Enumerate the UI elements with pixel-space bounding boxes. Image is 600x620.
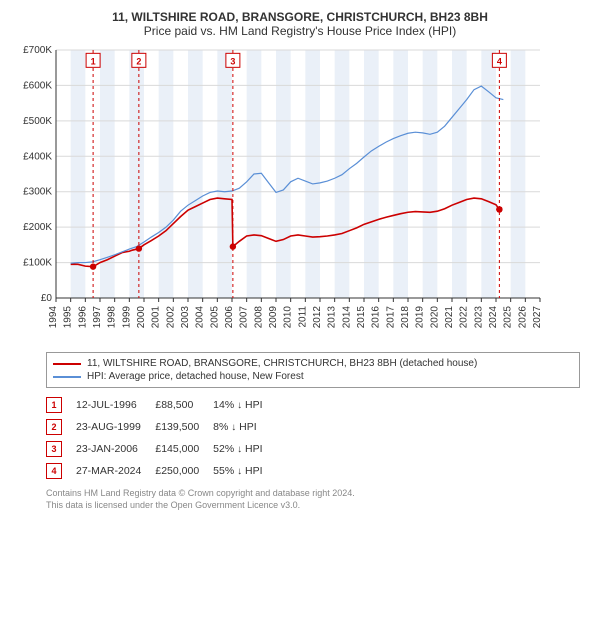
svg-text:£600K: £600K xyxy=(23,80,52,91)
svg-text:4: 4 xyxy=(497,56,502,66)
svg-text:2026: 2026 xyxy=(517,306,528,329)
svg-text:2: 2 xyxy=(136,56,141,66)
svg-text:2010: 2010 xyxy=(283,306,294,329)
svg-text:2022: 2022 xyxy=(459,306,470,329)
footer-attribution: Contains HM Land Registry data © Crown c… xyxy=(46,488,580,511)
marker-badge: 1 xyxy=(46,397,62,413)
footer-line1: Contains HM Land Registry data © Crown c… xyxy=(46,488,580,500)
svg-text:£400K: £400K xyxy=(23,151,52,162)
sale-delta: 14% ↓ HPI xyxy=(213,394,276,416)
svg-text:2017: 2017 xyxy=(385,306,396,329)
svg-text:2007: 2007 xyxy=(239,306,250,329)
svg-text:2020: 2020 xyxy=(429,306,440,329)
sale-price: £145,000 xyxy=(155,438,213,460)
table-row: 3 23-JAN-2006£145,00052% ↓ HPI xyxy=(46,438,277,460)
svg-text:2005: 2005 xyxy=(209,306,220,329)
legend: 11, WILTSHIRE ROAD, BRANSGORE, CHRISTCHU… xyxy=(46,352,580,388)
sale-date: 27-MAR-2024 xyxy=(76,460,155,482)
legend-swatch xyxy=(53,376,81,378)
legend-swatch xyxy=(53,363,81,365)
marker-badge: 2 xyxy=(46,419,62,435)
svg-text:3: 3 xyxy=(230,56,235,66)
svg-text:2015: 2015 xyxy=(356,306,367,329)
svg-text:2003: 2003 xyxy=(180,306,191,329)
sale-date: 12-JUL-1996 xyxy=(76,394,155,416)
title-line2: Price paid vs. HM Land Registry's House … xyxy=(10,24,590,38)
svg-text:1996: 1996 xyxy=(77,306,88,329)
footer-line2: This data is licensed under the Open Gov… xyxy=(46,500,580,512)
sale-delta: 8% ↓ HPI xyxy=(213,416,276,438)
svg-text:2021: 2021 xyxy=(444,306,455,329)
legend-label: 11, WILTSHIRE ROAD, BRANSGORE, CHRISTCHU… xyxy=(87,358,477,369)
svg-text:2006: 2006 xyxy=(224,306,235,329)
svg-text:2004: 2004 xyxy=(195,306,206,329)
sale-price: £88,500 xyxy=(155,394,213,416)
sale-delta: 52% ↓ HPI xyxy=(213,438,276,460)
svg-text:£100K: £100K xyxy=(23,258,52,269)
svg-text:2025: 2025 xyxy=(503,306,514,329)
svg-text:1997: 1997 xyxy=(92,306,103,329)
svg-text:2027: 2027 xyxy=(532,306,543,329)
svg-text:1995: 1995 xyxy=(63,306,74,329)
svg-text:£500K: £500K xyxy=(23,116,52,127)
svg-text:£200K: £200K xyxy=(23,222,52,233)
svg-text:2024: 2024 xyxy=(488,306,499,329)
svg-text:£0: £0 xyxy=(41,293,53,304)
svg-text:2000: 2000 xyxy=(136,306,147,329)
svg-text:£300K: £300K xyxy=(23,187,52,198)
svg-text:1994: 1994 xyxy=(48,306,59,329)
svg-text:2009: 2009 xyxy=(268,306,279,329)
sales-table: 1 12-JUL-1996£88,50014% ↓ HPI 2 23-AUG-1999… xyxy=(46,394,277,482)
marker-badge: 4 xyxy=(46,463,62,479)
sale-date: 23-AUG-1999 xyxy=(76,416,155,438)
svg-text:2023: 2023 xyxy=(473,306,484,329)
sale-delta: 55% ↓ HPI xyxy=(213,460,276,482)
sale-date: 23-JAN-2006 xyxy=(76,438,155,460)
chart-title: 11, WILTSHIRE ROAD, BRANSGORE, CHRISTCHU… xyxy=(10,10,590,38)
svg-text:1999: 1999 xyxy=(121,306,132,329)
table-row: 2 23-AUG-1999£139,5008% ↓ HPI xyxy=(46,416,277,438)
svg-text:2019: 2019 xyxy=(415,306,426,329)
svg-text:2014: 2014 xyxy=(341,306,352,329)
marker-badge: 3 xyxy=(46,441,62,457)
table-row: 4 27-MAR-2024£250,00055% ↓ HPI xyxy=(46,460,277,482)
svg-text:2018: 2018 xyxy=(400,306,411,329)
legend-item: 11, WILTSHIRE ROAD, BRANSGORE, CHRISTCHU… xyxy=(53,357,573,370)
svg-text:2012: 2012 xyxy=(312,306,323,329)
svg-text:2016: 2016 xyxy=(371,306,382,329)
svg-text:2001: 2001 xyxy=(151,306,162,329)
legend-item: HPI: Average price, detached house, New … xyxy=(53,370,573,383)
price-chart: £0 £100K £200K £300K £400K £500K £600K £700K 199… xyxy=(10,44,550,344)
svg-text:2002: 2002 xyxy=(165,306,176,329)
table-row: 1 12-JUL-1996£88,50014% ↓ HPI xyxy=(46,394,277,416)
svg-text:2013: 2013 xyxy=(327,306,338,329)
title-line1: 11, WILTSHIRE ROAD, BRANSGORE, CHRISTCHU… xyxy=(10,10,590,24)
sale-price: £250,000 xyxy=(155,460,213,482)
sale-price: £139,500 xyxy=(155,416,213,438)
svg-text:1: 1 xyxy=(91,56,96,66)
legend-label: HPI: Average price, detached house, New … xyxy=(87,371,304,382)
svg-text:2008: 2008 xyxy=(253,306,264,329)
svg-text:2011: 2011 xyxy=(297,306,308,328)
svg-text:1998: 1998 xyxy=(107,306,118,329)
svg-text:£700K: £700K xyxy=(23,45,52,56)
